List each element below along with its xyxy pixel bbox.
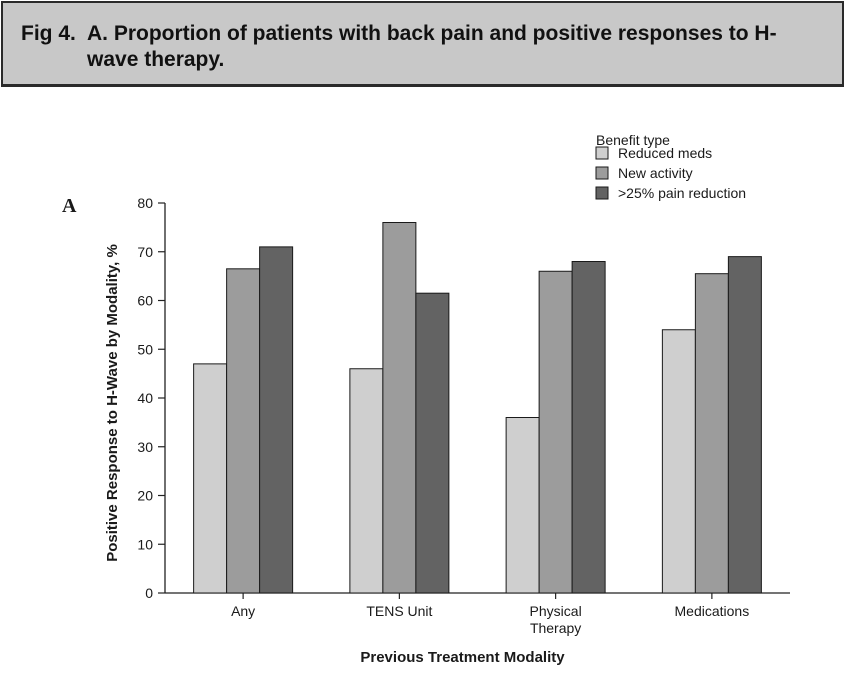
bar-3-2 [415,292,450,594]
x-tick-label: TENS Unit [366,603,432,619]
legend-swatch [595,146,609,160]
bar-2-2 [382,222,417,594]
legend-swatch [595,186,609,200]
figure-title: A. Proportion of patients with back pain… [87,22,777,71]
y-tick-label: 80 [137,195,153,211]
x-tick-label: Therapy [530,620,581,636]
legend-label: >25% pain reduction [618,185,746,201]
y-axis-title: Positive Response to H-Wave by Modality,… [104,244,121,562]
legend-swatch [595,166,609,180]
bar-3-4 [727,256,762,594]
y-tick-label: 60 [137,293,153,309]
bar-3-3 [571,261,606,594]
legend-title: Benefit type [596,132,670,148]
y-tick-label: 70 [137,244,153,260]
x-tick-label: Physical [530,603,582,619]
bar-1-1 [193,363,228,594]
figure-header: Fig 4. A. Proportion of patients with ba… [1,1,844,87]
y-tick-label: 30 [137,439,153,455]
y-tick-label: 20 [137,488,153,504]
legend-label: New activity [618,165,693,181]
y-tick-label: 40 [137,390,153,406]
legend-label: Reduced meds [618,145,712,161]
x-tick-label: Medications [675,603,750,619]
y-tick-label: 0 [145,585,153,601]
y-tick-label: 50 [137,341,153,357]
bar-2-3 [538,270,573,594]
bar-2-4 [694,273,729,594]
bar-3-1 [259,246,294,594]
figure-number: Fig 4. [21,22,76,45]
y-tick-label: 10 [137,536,153,552]
bar-1-3 [505,417,540,594]
panel-label: A [62,195,77,217]
x-tick-label: Any [231,603,255,619]
x-axis-title: Previous Treatment Modality [360,649,565,666]
bar-2-1 [226,268,261,594]
bar-1-2 [349,368,384,594]
chart-bars [193,222,762,594]
bar-1-4 [661,329,696,594]
